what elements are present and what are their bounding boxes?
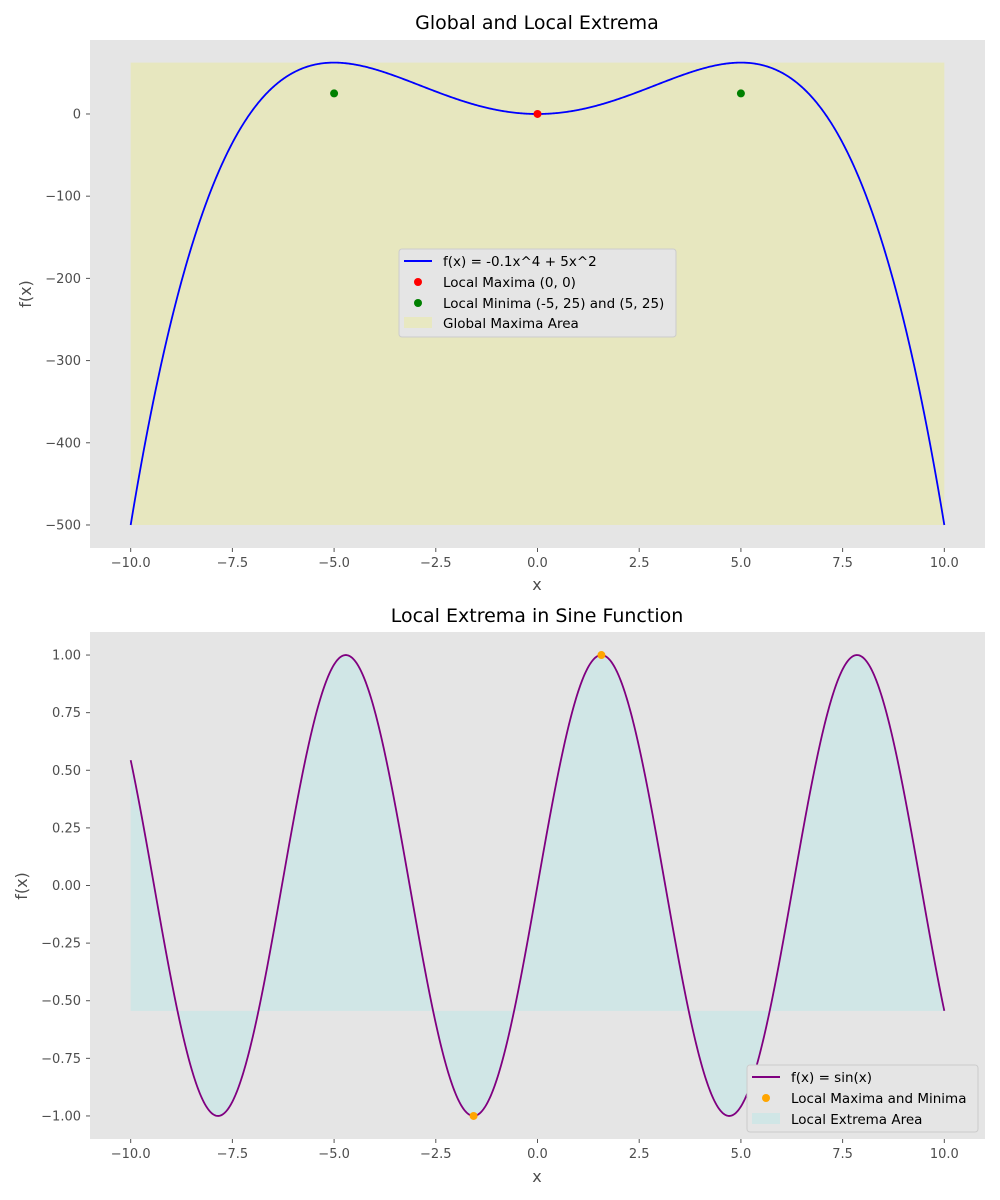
x-tick-label: 5.0 [731, 1147, 752, 1162]
y-tick-label: −0.50 [41, 994, 81, 1009]
extremum-point [533, 109, 542, 118]
legend-marker-extrema [762, 1094, 770, 1102]
x-tick-label: 7.5 [832, 1147, 853, 1162]
legend-area-swatch [404, 317, 432, 328]
chart-panel-sine: −10.0 −7.5 −5.0 −2.5 0.0 2.5 5.0 7.5 10.0 1.00 0.… [12, 605, 985, 1186]
x-tick-label: 0.0 [527, 1147, 548, 1162]
y-axis-label: f(x) [16, 280, 35, 308]
y-tick-label: −200 [45, 272, 81, 287]
legend-label-line: f(x) = -0.1x^4 + 5x^2 [443, 254, 597, 270]
chart-title: Global and Local Extrema [415, 12, 659, 34]
legend: f(x) = -0.1x^4 + 5x^2 Local Maxima (0, 0… [398, 248, 677, 338]
y-tick-label: −500 [45, 518, 81, 533]
y-tick-label: 0.50 [52, 764, 81, 779]
x-tick-label: −7.5 [217, 556, 249, 571]
y-tick-label: 1.00 [52, 649, 81, 664]
chart-title: Local Extrema in Sine Function [391, 605, 684, 627]
legend-box [398, 248, 677, 338]
legend-area-swatch [752, 1113, 780, 1124]
y-tick-label: 0.75 [52, 706, 81, 721]
x-tick-label: −10.0 [111, 1147, 151, 1162]
extremum-point [330, 89, 339, 98]
y-tick-label: −300 [45, 354, 81, 369]
x-tick-label: 10.0 [930, 556, 959, 571]
y-tick-label: −100 [45, 190, 81, 205]
x-tick-label: 7.5 [832, 556, 853, 571]
x-tick-label: −10.0 [111, 556, 151, 571]
y-axis-label: f(x) [12, 872, 31, 900]
x-tick-label: 2.5 [629, 1147, 650, 1162]
y-tick-label: 0 [73, 107, 81, 122]
x-tick-label: −5.0 [318, 1147, 350, 1162]
legend-box [746, 1064, 979, 1133]
y-tick-label: −0.25 [41, 937, 81, 952]
legend-label-area: Global Maxima Area [443, 316, 579, 332]
x-tick-label: −5.0 [318, 556, 350, 571]
extremum-point [736, 89, 745, 98]
x-tick-label: 2.5 [629, 556, 650, 571]
y-tick-label: 0.25 [52, 821, 81, 836]
extremum-point [469, 1111, 478, 1120]
x-tick-label: 10.0 [930, 1147, 959, 1162]
x-tick-label: −7.5 [217, 1147, 249, 1162]
y-tick-label: 0.00 [52, 879, 81, 894]
legend-marker-local-minima [414, 299, 422, 307]
x-tick-label: 5.0 [731, 556, 752, 571]
extremum-point [597, 651, 606, 660]
x-tick-label: −2.5 [420, 556, 452, 571]
x-tick-label: 0.0 [527, 556, 548, 571]
y-tick-label: −1.00 [41, 1109, 81, 1124]
chart-panel-extrema: −10.0 −7.5 −5.0 −2.5 0.0 2.5 5.0 7.5 10.0 0 −100 −… [16, 12, 985, 594]
y-tick-label: −400 [45, 436, 81, 451]
legend-label-line: f(x) = sin(x) [791, 1070, 872, 1086]
y-tick-label: −0.75 [41, 1052, 81, 1067]
x-tick-label: −2.5 [420, 1147, 452, 1162]
x-axis-label: x [532, 575, 541, 594]
legend-marker-local-maxima [414, 278, 422, 286]
legend-label-extrema: Local Maxima and Minima [791, 1091, 966, 1107]
legend: f(x) = sin(x) Local Maxima and Minima Lo… [746, 1064, 979, 1133]
legend-label-local-maxima: Local Maxima (0, 0) [443, 275, 576, 291]
x-axis-label: x [532, 1167, 541, 1186]
legend-label-area: Local Extrema Area [791, 1112, 922, 1128]
legend-label-local-minima: Local Minima (-5, 25) and (5, 25) [443, 296, 664, 312]
function-line [129, 654, 946, 1117]
